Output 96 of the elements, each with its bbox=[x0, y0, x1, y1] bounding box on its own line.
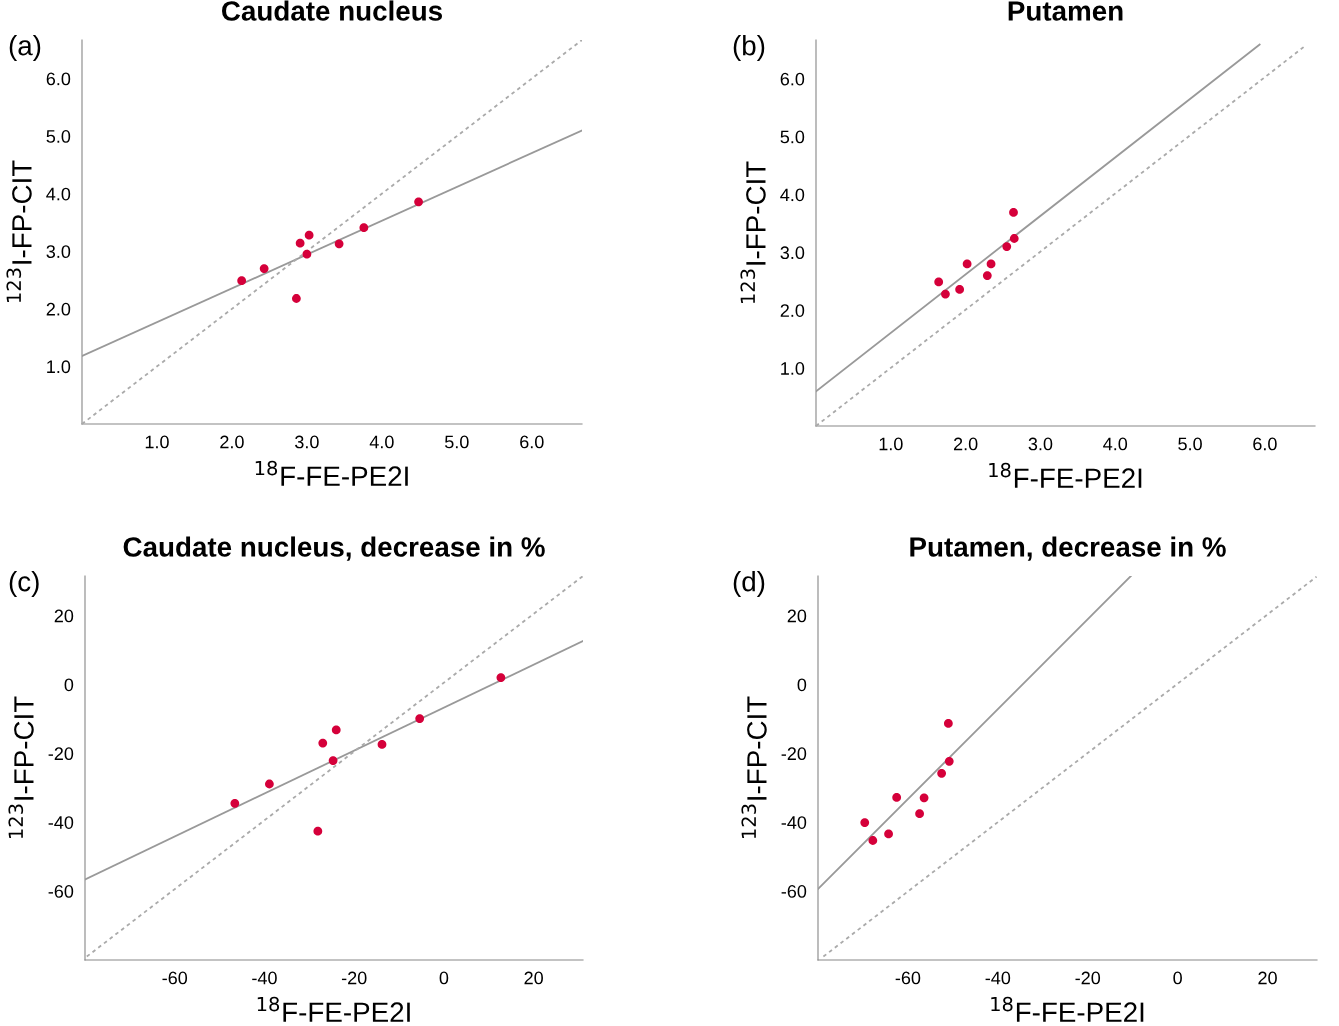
y-tick-label: 2.0 bbox=[780, 304, 805, 317]
x-axis-title: $^{18}$F-FE-PE2I bbox=[989, 462, 1142, 488]
point bbox=[955, 285, 965, 294]
x-tick-label: 3.0 bbox=[1028, 437, 1053, 451]
point bbox=[295, 238, 305, 248]
point bbox=[331, 725, 341, 735]
x-tick-label: 5.0 bbox=[444, 435, 469, 449]
point bbox=[377, 740, 387, 749]
point bbox=[265, 779, 274, 789]
x-tick-label: -40 bbox=[985, 971, 1011, 985]
x-tick-label: 2.0 bbox=[953, 437, 978, 451]
point bbox=[313, 826, 323, 836]
point bbox=[943, 719, 953, 728]
x-tick-label: -60 bbox=[895, 971, 921, 985]
x-axis-title: $^{18}$F-FE-PE2I bbox=[255, 460, 408, 486]
x-tick-label: 5.0 bbox=[1178, 437, 1202, 451]
y-tick-label: 6.0 bbox=[46, 72, 71, 86]
point bbox=[982, 271, 992, 280]
y-tick-label: 4.0 bbox=[780, 188, 805, 202]
y-axis-title: $^{123}$I-FP-CIT bbox=[741, 696, 767, 838]
point bbox=[259, 264, 269, 273]
y-tick-label: -60 bbox=[781, 885, 807, 898]
text: (c) bbox=[9, 571, 39, 597]
x-tick-label: 2.0 bbox=[220, 435, 244, 449]
point bbox=[359, 223, 369, 233]
point bbox=[962, 259, 972, 269]
y-tick-label: -60 bbox=[48, 885, 74, 898]
chart-title: Putamen, decrease in % bbox=[910, 536, 1226, 561]
y-tick-label: 0 bbox=[64, 678, 74, 692]
y-tick-label: 2.0 bbox=[46, 302, 71, 316]
x-tick-label: -20 bbox=[341, 971, 367, 985]
x-tick-label: 6.0 bbox=[1253, 437, 1277, 451]
point bbox=[986, 259, 996, 269]
y-tick-label: 5.0 bbox=[780, 130, 805, 144]
x-tick-label: 0 bbox=[439, 971, 449, 985]
point bbox=[1002, 242, 1012, 251]
x-axis-title: $^{18}$F-FE-PE2I bbox=[257, 996, 410, 1022]
point bbox=[237, 276, 247, 286]
chart-title: Putamen bbox=[1008, 1, 1123, 21]
x-tick-label: 4.0 bbox=[1103, 437, 1128, 451]
y-tick-label: 5.0 bbox=[46, 130, 71, 143]
x-tick-label: -20 bbox=[1075, 971, 1101, 985]
point bbox=[868, 836, 878, 845]
text: (d) bbox=[733, 571, 765, 597]
point bbox=[934, 277, 944, 287]
x-tick-label: -60 bbox=[162, 971, 188, 985]
point bbox=[328, 756, 338, 765]
point bbox=[496, 673, 506, 682]
x-tick-label: -40 bbox=[252, 971, 277, 985]
point bbox=[1009, 234, 1019, 243]
point bbox=[230, 798, 240, 808]
point bbox=[860, 818, 870, 827]
y-tick-label: 1.0 bbox=[781, 362, 805, 375]
point bbox=[892, 793, 902, 802]
x-tick-label: 3.0 bbox=[295, 435, 319, 449]
x-tick-label: 6.0 bbox=[520, 435, 544, 449]
point bbox=[334, 239, 344, 249]
x-tick-label: 0 bbox=[1173, 971, 1182, 985]
text: (a) bbox=[9, 35, 41, 61]
point bbox=[937, 768, 947, 778]
y-tick-label: -40 bbox=[781, 816, 807, 829]
y-tick-label: 6.0 bbox=[780, 72, 805, 86]
y-tick-label: 0 bbox=[797, 678, 807, 692]
x-tick-label: 1.0 bbox=[145, 435, 169, 449]
x-axis-title: $^{18}$F-FE-PE2I bbox=[991, 996, 1144, 1022]
x-tick-label: 4.0 bbox=[369, 435, 394, 449]
y-axis-title: $^{123}$I-FP-CIT bbox=[8, 696, 34, 838]
point bbox=[915, 809, 924, 819]
point bbox=[318, 738, 328, 748]
y-axis-title: $^{123}$I-FP-CIT bbox=[6, 160, 32, 302]
point bbox=[884, 829, 893, 839]
y-tick-label: 3.0 bbox=[780, 246, 805, 260]
point bbox=[919, 793, 929, 803]
point bbox=[1009, 208, 1018, 217]
point bbox=[302, 249, 312, 259]
y-tick-label: 20 bbox=[54, 609, 74, 623]
y-tick-label: 1.0 bbox=[47, 360, 71, 374]
y-tick-label: 3.0 bbox=[46, 245, 71, 259]
point bbox=[941, 289, 950, 299]
text: (b) bbox=[733, 35, 765, 61]
point bbox=[414, 197, 423, 207]
chart-title: Caudate nucleus bbox=[222, 0, 443, 21]
x-tick-label: 20 bbox=[1258, 971, 1277, 985]
y-tick-label: 20 bbox=[787, 609, 807, 623]
y-axis-title: $^{123}$I-FP-CIT bbox=[740, 161, 766, 303]
y-tick-label: 4.0 bbox=[46, 187, 71, 201]
point bbox=[292, 294, 301, 303]
x-tick-label: 20 bbox=[524, 971, 543, 985]
x-tick-label: 1.0 bbox=[879, 437, 903, 451]
chart-title: Caudate nucleus, decrease in % bbox=[123, 536, 545, 561]
y-tick-label: -40 bbox=[48, 816, 74, 829]
y-tick-label: -20 bbox=[781, 747, 807, 761]
point bbox=[415, 714, 425, 723]
point bbox=[944, 756, 954, 766]
point bbox=[304, 230, 314, 240]
y-tick-label: -20 bbox=[48, 747, 74, 761]
